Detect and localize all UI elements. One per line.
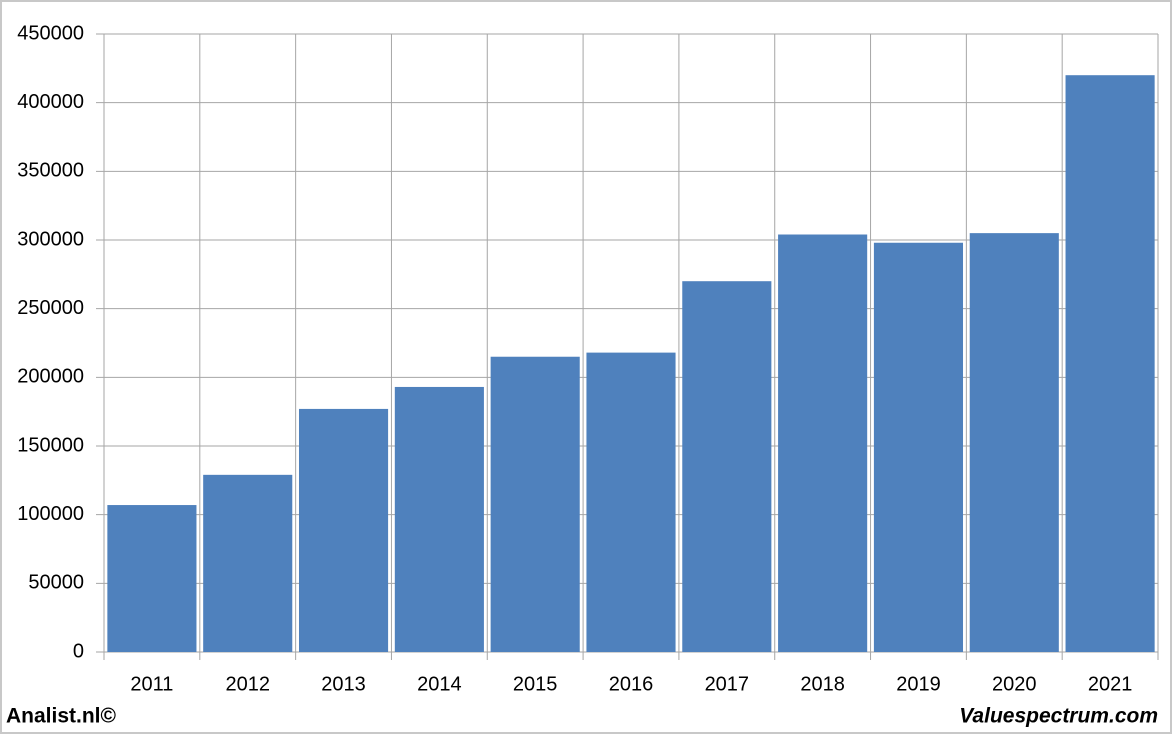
bar — [778, 234, 868, 653]
x-tick-label: 2017 — [705, 673, 750, 695]
x-tick-label: 2012 — [225, 673, 270, 695]
x-tick-label: 2015 — [513, 673, 558, 695]
x-tick-label: 2013 — [321, 673, 366, 695]
x-tick-label: 2021 — [1088, 673, 1133, 695]
bar — [490, 356, 580, 652]
x-tick-label: 2018 — [800, 673, 845, 695]
bar — [586, 352, 676, 652]
bar — [873, 242, 964, 652]
x-tick-label: 2019 — [896, 673, 941, 695]
bar — [682, 281, 772, 652]
bar — [394, 386, 484, 652]
y-tick-label: 200000 — [17, 366, 84, 388]
x-tick-label: 2020 — [992, 673, 1037, 695]
y-tick-label: 250000 — [17, 297, 84, 319]
x-tick-label: 2014 — [417, 673, 462, 695]
y-tick-label: 300000 — [17, 228, 84, 250]
bar — [298, 408, 389, 652]
bar — [203, 474, 293, 652]
y-tick-label: 350000 — [17, 160, 84, 182]
bar — [1065, 75, 1155, 652]
y-tick-label: 0 — [73, 640, 84, 662]
y-tick-label: 100000 — [17, 503, 84, 525]
footer-right: Valuespectrum.com — [959, 705, 1158, 728]
y-tick-label: 400000 — [17, 91, 84, 113]
bar — [107, 505, 197, 652]
bar — [969, 233, 1059, 652]
y-tick-label: 450000 — [17, 22, 84, 44]
footer-left: Analist.nl© — [6, 705, 117, 728]
y-tick-label: 150000 — [17, 434, 84, 456]
y-tick-label: 50000 — [28, 572, 84, 594]
x-tick-label: 2016 — [609, 673, 654, 695]
x-tick-label: 2011 — [130, 673, 173, 695]
